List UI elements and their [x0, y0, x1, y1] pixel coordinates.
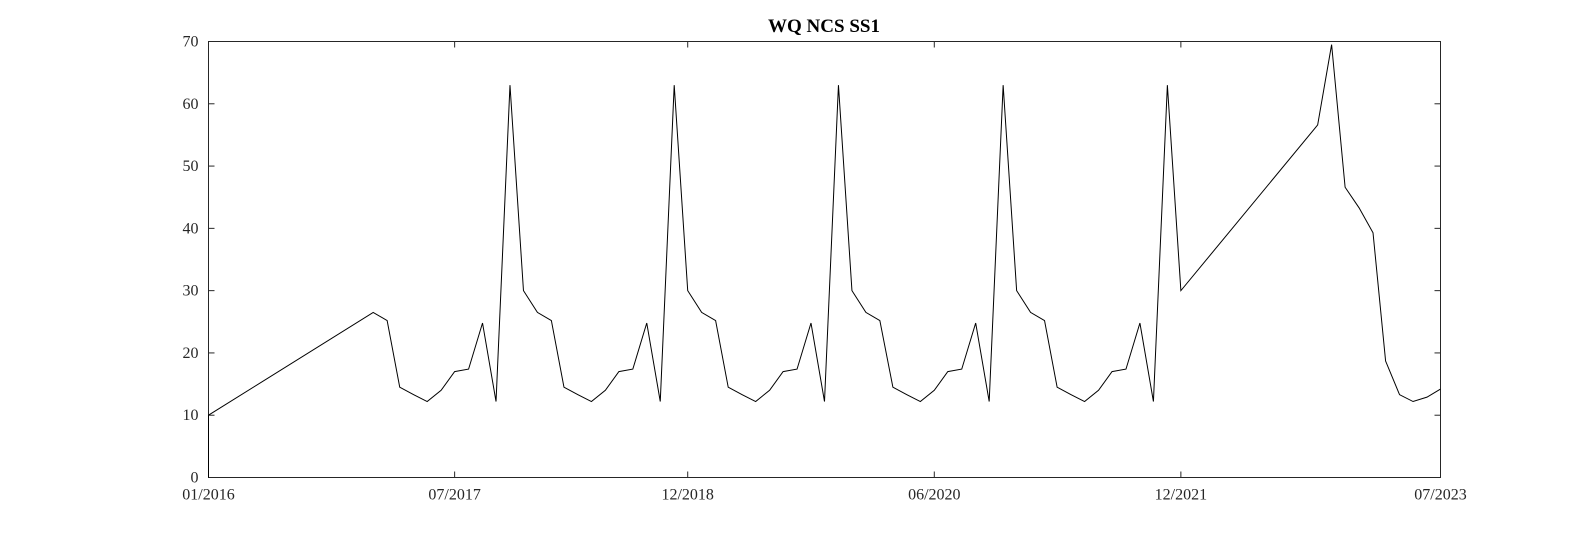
y-tick-label: 40 — [183, 220, 199, 237]
y-tick-label: 70 — [183, 34, 199, 51]
x-tick-label: 12/2018 — [661, 487, 713, 504]
y-tick-label: 60 — [183, 96, 199, 113]
x-tick-label: 07/2017 — [428, 487, 480, 504]
x-axis: 01/2016 07/2017 12/2018 06/2020 12/2021 07/20… — [182, 41, 1467, 504]
y-tick-label: 30 — [183, 283, 199, 300]
x-tick-label: 07/2023 — [1414, 487, 1466, 504]
y-tick-label: 10 — [183, 407, 199, 424]
y-tick-label: 0 — [191, 470, 199, 487]
plot-area-frame — [208, 41, 1441, 478]
x-tick-label: 06/2020 — [908, 487, 960, 504]
y-axis: 0 10 20 30 40 50 60 70 — [183, 34, 1441, 487]
x-tick-label: 01/2016 — [182, 487, 234, 504]
series-group — [208, 44, 1441, 478]
series-line-0 — [208, 44, 1441, 478]
y-tick-label: 20 — [183, 345, 199, 362]
y-tick-label: 50 — [183, 158, 199, 175]
x-tick-label: 12/2021 — [1155, 487, 1207, 504]
chart-title: WQ NCS SS1 — [768, 16, 880, 37]
